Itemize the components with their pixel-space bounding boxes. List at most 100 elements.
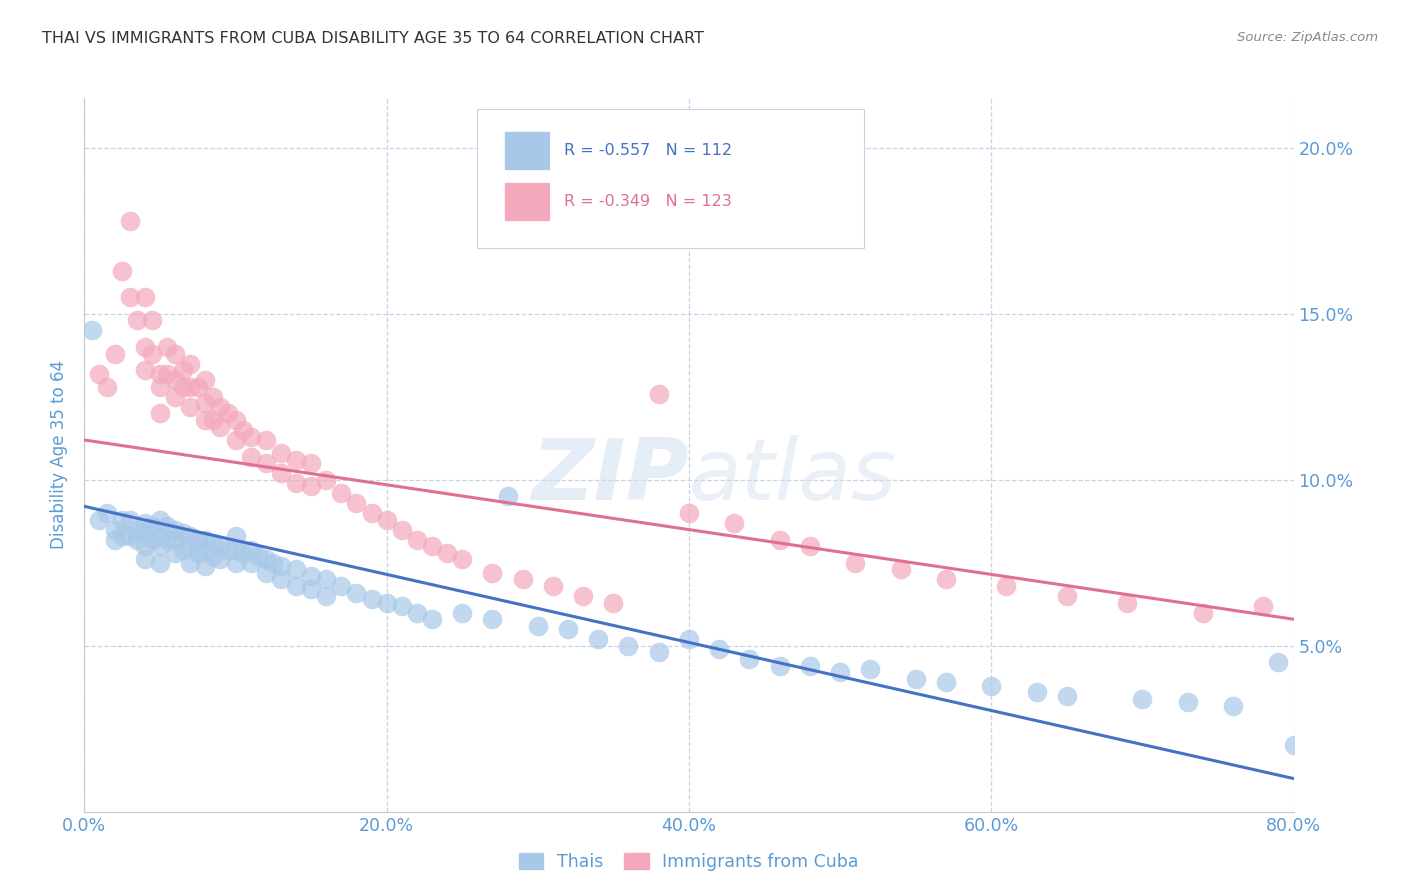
Point <box>1253 599 1275 613</box>
Point <box>980 679 1002 693</box>
Point <box>799 658 821 673</box>
Point <box>232 546 254 560</box>
Point <box>187 380 209 394</box>
Bar <box>503 130 550 169</box>
Point <box>285 453 308 467</box>
Point <box>285 562 308 576</box>
Point <box>678 506 700 520</box>
Point <box>165 533 187 547</box>
Point <box>769 533 792 547</box>
Point <box>179 556 201 570</box>
Point <box>375 513 398 527</box>
Point <box>156 519 179 533</box>
Point <box>127 533 149 547</box>
Point <box>134 525 156 540</box>
Point <box>201 413 224 427</box>
Point <box>127 313 149 327</box>
Point <box>496 490 519 504</box>
Point <box>1267 656 1289 670</box>
Point <box>96 380 118 394</box>
Point <box>165 390 187 404</box>
Point <box>270 446 292 460</box>
Point <box>572 589 595 603</box>
Point <box>111 263 134 277</box>
Point <box>254 433 277 447</box>
Point <box>1222 698 1244 713</box>
Point <box>118 290 141 304</box>
Point <box>557 622 579 636</box>
Point <box>1056 589 1078 603</box>
Point <box>149 406 172 420</box>
Text: atlas: atlas <box>689 434 897 518</box>
FancyBboxPatch shape <box>478 109 865 248</box>
Point <box>225 556 247 570</box>
Point <box>111 529 134 543</box>
Point <box>201 549 224 563</box>
Point <box>172 380 194 394</box>
Point <box>262 556 284 570</box>
Point <box>830 665 852 680</box>
Point <box>89 513 111 527</box>
Point <box>209 552 232 566</box>
Point <box>149 513 172 527</box>
Point <box>225 433 247 447</box>
Point <box>360 506 382 520</box>
Point <box>1177 695 1199 709</box>
Point <box>165 373 187 387</box>
Point <box>165 523 187 537</box>
Point <box>201 536 224 550</box>
Point <box>995 579 1018 593</box>
Point <box>1116 596 1139 610</box>
Point <box>172 525 194 540</box>
Y-axis label: Disability Age 35 to 64: Disability Age 35 to 64 <box>51 360 69 549</box>
Point <box>172 363 194 377</box>
Point <box>1056 689 1078 703</box>
Point <box>209 539 232 553</box>
Point <box>1025 685 1047 699</box>
Point <box>935 675 957 690</box>
Point <box>512 573 534 587</box>
Point <box>179 380 201 394</box>
Point <box>299 569 322 583</box>
Point <box>270 466 292 480</box>
Point <box>436 546 458 560</box>
Point <box>104 347 127 361</box>
Point <box>209 419 232 434</box>
Point <box>285 476 308 491</box>
Point <box>648 386 671 401</box>
Point <box>187 533 209 547</box>
Point <box>194 559 217 574</box>
Point <box>1282 739 1305 753</box>
Point <box>391 599 413 613</box>
Point <box>149 529 172 543</box>
Point <box>179 539 201 553</box>
Point <box>375 596 398 610</box>
Point <box>299 456 322 470</box>
Point <box>1130 691 1153 706</box>
Point <box>360 592 382 607</box>
Point <box>481 566 503 580</box>
Point <box>285 579 308 593</box>
Point <box>299 479 322 493</box>
Point <box>149 367 172 381</box>
Bar <box>503 182 550 221</box>
Point <box>118 529 141 543</box>
Point <box>118 513 141 527</box>
Point <box>451 552 474 566</box>
Point <box>134 539 156 553</box>
Point <box>156 533 179 547</box>
Point <box>179 529 201 543</box>
Point <box>194 396 217 410</box>
Point <box>179 357 201 371</box>
Point <box>134 516 156 530</box>
Point <box>134 363 156 377</box>
Point <box>232 423 254 437</box>
Point <box>738 652 761 666</box>
Point <box>904 672 927 686</box>
Point <box>141 533 163 547</box>
Point <box>844 556 866 570</box>
Point <box>541 579 564 593</box>
Point <box>118 214 141 228</box>
Point <box>217 542 239 557</box>
Point <box>225 542 247 557</box>
